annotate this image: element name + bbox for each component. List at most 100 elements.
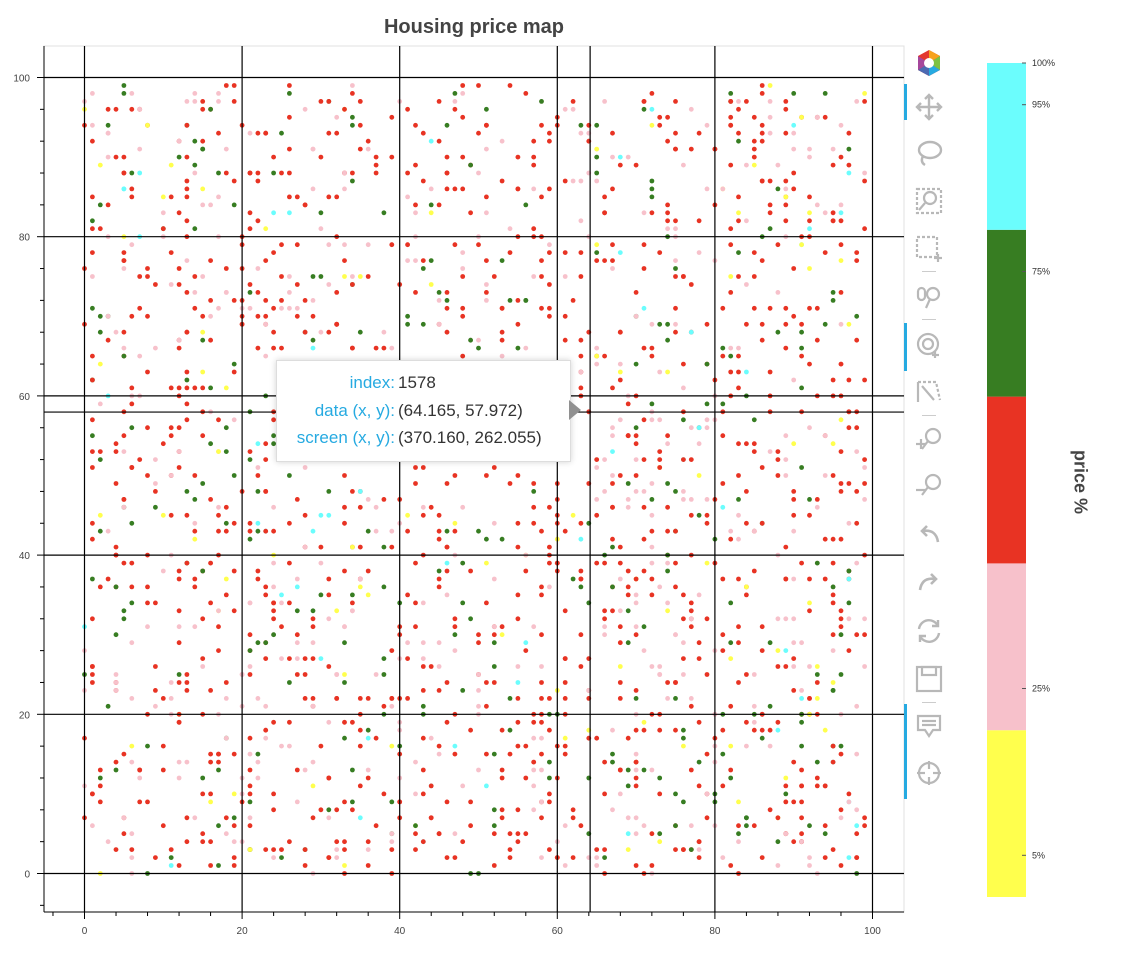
data-point bbox=[759, 465, 765, 470]
data-point bbox=[665, 504, 670, 510]
data-point bbox=[436, 584, 442, 590]
lasso-select-icon[interactable] bbox=[912, 136, 946, 170]
data-point bbox=[736, 106, 741, 112]
reset-icon[interactable] bbox=[912, 614, 946, 648]
data-point bbox=[736, 831, 741, 837]
data-point bbox=[484, 473, 489, 478]
poly-select-icon[interactable] bbox=[912, 376, 946, 410]
data-point bbox=[807, 696, 812, 701]
data-point bbox=[791, 664, 797, 669]
data-point bbox=[562, 696, 568, 701]
crosshair-icon[interactable] bbox=[912, 756, 946, 790]
data-point bbox=[160, 210, 166, 216]
data-point bbox=[145, 274, 150, 279]
save-icon[interactable] bbox=[912, 662, 946, 696]
data-point bbox=[184, 560, 190, 566]
data-point bbox=[129, 696, 135, 701]
data-point bbox=[255, 130, 261, 136]
tap-icon[interactable] bbox=[912, 328, 946, 362]
data-point bbox=[728, 600, 734, 606]
data-point bbox=[783, 218, 789, 224]
data-point bbox=[783, 544, 789, 550]
data-point bbox=[326, 282, 332, 287]
data-point bbox=[326, 775, 332, 781]
data-point bbox=[681, 497, 686, 502]
data-point bbox=[610, 425, 615, 431]
data-point bbox=[704, 512, 710, 518]
bokeh-logo-icon[interactable] bbox=[912, 46, 946, 80]
data-point bbox=[287, 839, 292, 845]
data-point bbox=[499, 632, 505, 638]
data-point bbox=[318, 210, 324, 216]
data-point bbox=[673, 696, 678, 701]
box-zoom-icon[interactable] bbox=[912, 184, 946, 218]
redo-icon[interactable] bbox=[912, 566, 946, 600]
data-point bbox=[350, 608, 355, 614]
data-point bbox=[736, 385, 741, 391]
data-point bbox=[720, 576, 726, 582]
data-point bbox=[444, 544, 450, 550]
hover-icon[interactable] bbox=[912, 710, 946, 744]
undo-icon[interactable] bbox=[912, 518, 946, 552]
data-point bbox=[436, 568, 442, 574]
data-point bbox=[736, 799, 741, 805]
data-point bbox=[838, 815, 844, 821]
pan-icon[interactable] bbox=[912, 90, 946, 124]
data-point bbox=[744, 584, 749, 590]
data-point bbox=[728, 743, 734, 749]
data-point bbox=[751, 138, 757, 144]
zoom-out-icon[interactable] bbox=[912, 470, 946, 504]
data-point bbox=[854, 258, 860, 263]
data-point bbox=[350, 767, 355, 773]
data-point bbox=[294, 632, 300, 638]
data-point bbox=[216, 417, 221, 423]
data-point bbox=[365, 242, 371, 248]
data-point bbox=[231, 855, 237, 860]
data-point bbox=[208, 688, 214, 693]
data-point bbox=[775, 457, 781, 462]
data-point bbox=[507, 226, 513, 232]
data-point bbox=[822, 321, 828, 327]
data-point bbox=[688, 282, 694, 287]
data-point bbox=[192, 584, 198, 590]
data-point bbox=[342, 258, 347, 263]
zoom-in-icon[interactable] bbox=[912, 424, 946, 458]
data-point bbox=[200, 839, 206, 845]
data-point bbox=[255, 759, 261, 765]
data-point bbox=[105, 154, 111, 160]
colorbar-tick-label: 100% bbox=[1032, 58, 1055, 68]
data-point bbox=[420, 839, 426, 845]
data-point bbox=[791, 146, 797, 152]
data-point bbox=[499, 138, 505, 144]
data-point bbox=[184, 815, 190, 821]
data-point bbox=[452, 106, 458, 112]
data-point bbox=[168, 512, 174, 518]
wheel-zoom-icon[interactable] bbox=[912, 280, 946, 314]
data-point bbox=[641, 489, 647, 494]
data-point bbox=[649, 592, 655, 598]
box-select-icon[interactable] bbox=[912, 232, 946, 266]
x-tick-label: 0 bbox=[82, 926, 88, 937]
data-point bbox=[231, 751, 237, 757]
data-point bbox=[673, 823, 678, 829]
data-point bbox=[846, 600, 852, 606]
data-point bbox=[681, 385, 686, 391]
data-point bbox=[271, 305, 276, 311]
data-point bbox=[373, 504, 379, 510]
data-point bbox=[822, 433, 828, 439]
data-point bbox=[814, 305, 820, 311]
data-point bbox=[318, 560, 324, 566]
data-point bbox=[846, 520, 852, 526]
data-point bbox=[665, 218, 670, 224]
data-point bbox=[665, 608, 670, 614]
data-point bbox=[830, 377, 836, 383]
data-point bbox=[105, 337, 111, 343]
data-point bbox=[129, 743, 135, 749]
data-point bbox=[484, 210, 489, 216]
data-point bbox=[822, 91, 828, 96]
data-point bbox=[208, 863, 214, 868]
data-point bbox=[681, 162, 686, 168]
data-point bbox=[310, 345, 316, 351]
data-point bbox=[838, 807, 844, 813]
